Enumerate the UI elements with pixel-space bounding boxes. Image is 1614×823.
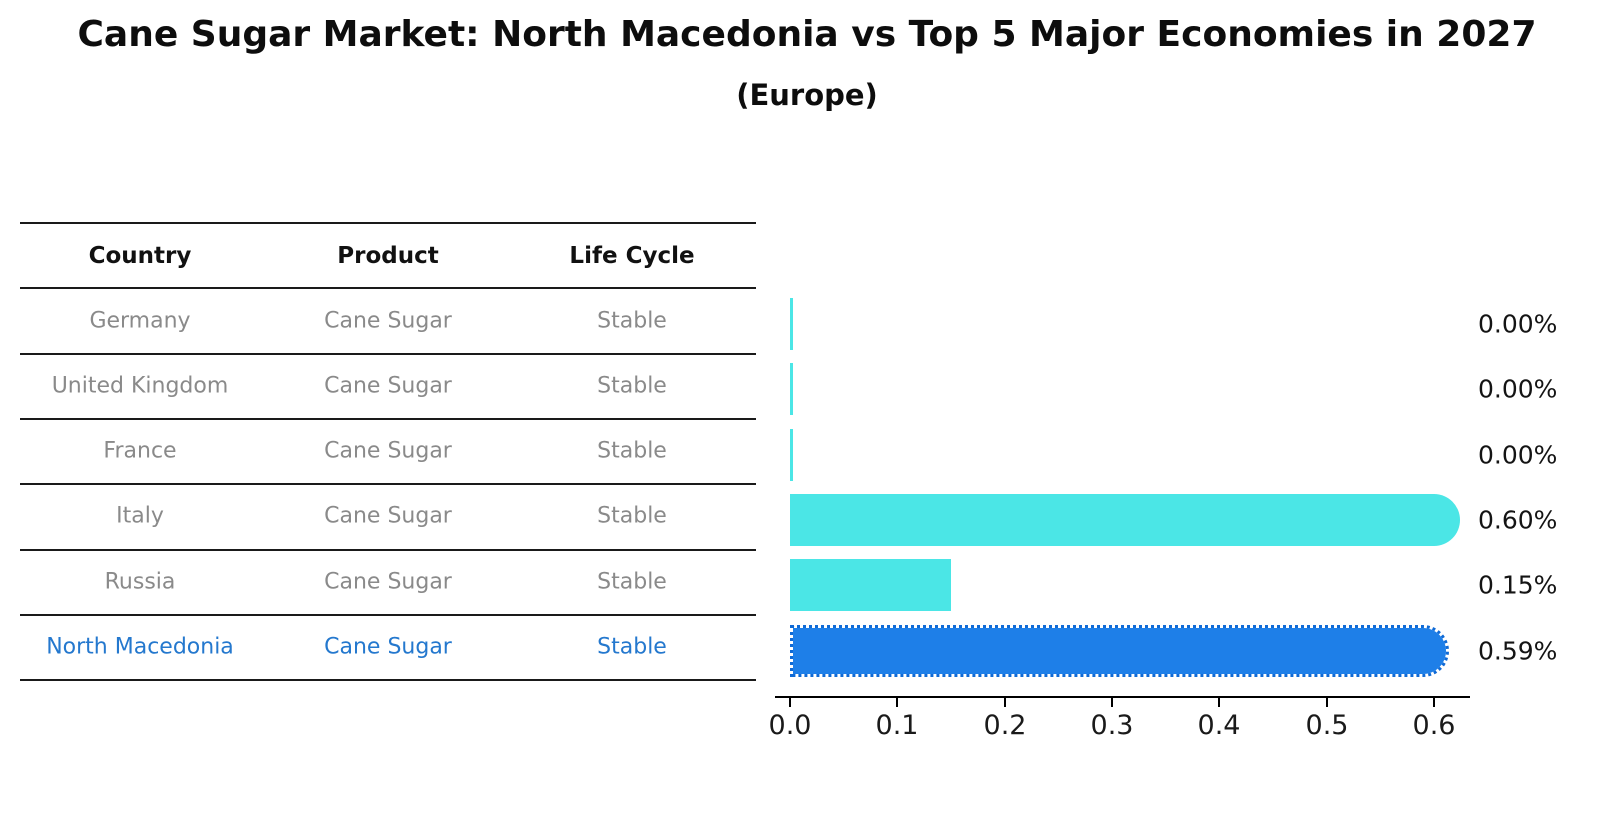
x-tick-label: 0.5 — [1305, 710, 1349, 741]
table-cell-product: Cane Sugar — [324, 634, 452, 660]
x-tick-label: 0.0 — [768, 710, 812, 741]
value-label: 0.00% — [1478, 440, 1558, 470]
table-line — [20, 287, 756, 289]
table-cell-life-cycle: Stable — [597, 438, 667, 464]
x-tick — [1326, 698, 1328, 707]
header-cell-country: Country — [88, 243, 192, 269]
table-cell-life-cycle: Stable — [597, 569, 667, 595]
x-tick — [1433, 698, 1435, 707]
value-label: 0.59% — [1478, 636, 1558, 666]
table-cell-product: Cane Sugar — [324, 308, 452, 334]
table-cell-life-cycle: Stable — [597, 503, 667, 529]
bar-united-kingdom — [790, 363, 793, 415]
table-cell-country: North Macedonia — [46, 634, 234, 660]
x-tick — [1111, 698, 1113, 707]
header-cell-life-cycle: Life Cycle — [569, 243, 695, 269]
table-cell-country: Italy — [116, 503, 164, 529]
chart-title: Cane Sugar Market: North Macedonia vs To… — [77, 14, 1537, 55]
table-line — [20, 614, 756, 616]
table-cell-life-cycle: Stable — [597, 634, 667, 660]
bar-germany — [790, 298, 793, 350]
x-tick-label: 0.2 — [983, 710, 1027, 741]
table-line — [20, 679, 756, 681]
x-tick-label: 0.6 — [1412, 710, 1456, 741]
table-cell-country: Russia — [104, 569, 176, 595]
table-cell-product: Cane Sugar — [324, 503, 452, 529]
value-label: 0.00% — [1478, 374, 1558, 404]
table-line — [20, 418, 756, 420]
chart-subtitle: (Europe) — [736, 78, 878, 112]
x-axis — [775, 696, 1470, 698]
x-tick — [789, 698, 791, 707]
header-cell-product: Product — [337, 243, 439, 269]
bar-russia — [790, 559, 951, 611]
x-tick-label: 0.1 — [875, 710, 919, 741]
value-label: 0.00% — [1478, 309, 1558, 339]
x-tick — [1004, 698, 1006, 707]
table-line — [20, 549, 756, 551]
table-line — [20, 222, 756, 224]
x-tick-label: 0.4 — [1197, 710, 1241, 741]
table-cell-life-cycle: Stable — [597, 308, 667, 334]
table-cell-country: United Kingdom — [51, 373, 229, 399]
x-tick — [1218, 698, 1220, 707]
x-tick — [896, 698, 898, 707]
table-cell-product: Cane Sugar — [324, 373, 452, 399]
bar-france — [790, 429, 793, 481]
value-label: 0.60% — [1478, 505, 1558, 535]
bar-north-macedonia — [790, 625, 1449, 677]
table-line — [20, 353, 756, 355]
table-cell-life-cycle: Stable — [597, 373, 667, 399]
table-cell-product: Cane Sugar — [324, 438, 452, 464]
bar-italy — [790, 494, 1460, 546]
table-cell-country: Germany — [89, 308, 191, 334]
x-tick-label: 0.3 — [1090, 710, 1134, 741]
table-line — [20, 483, 756, 485]
value-label: 0.15% — [1478, 570, 1558, 600]
table-cell-country: France — [103, 438, 177, 464]
table-cell-product: Cane Sugar — [324, 569, 452, 595]
